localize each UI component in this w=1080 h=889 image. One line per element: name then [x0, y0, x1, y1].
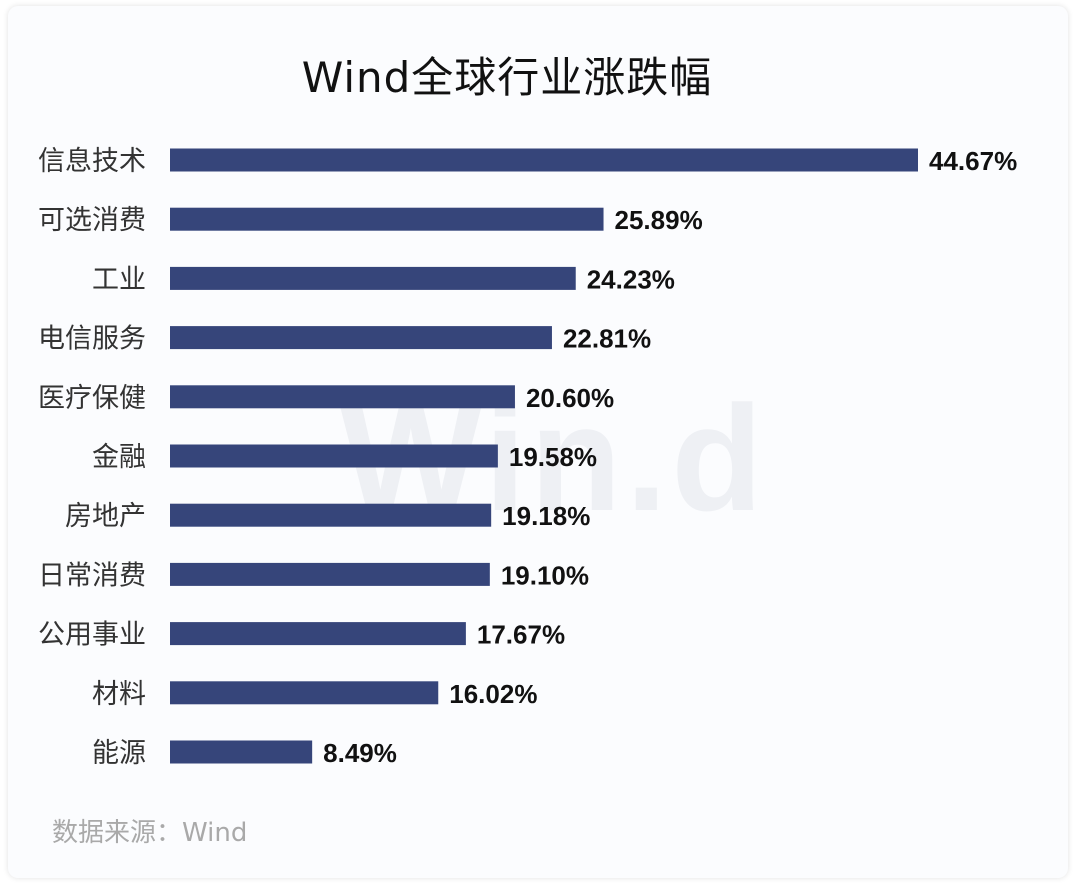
category-label: 金融 — [92, 442, 146, 473]
bar — [170, 266, 576, 290]
bar — [170, 562, 490, 586]
category-label: 信息技术 — [38, 146, 146, 177]
bar — [170, 207, 604, 231]
value-label: 19.58% — [509, 442, 597, 472]
value-label: 16.02% — [449, 679, 537, 709]
value-label: 24.23% — [587, 264, 675, 294]
value-label: 19.10% — [501, 560, 589, 590]
value-label: 20.60% — [526, 383, 614, 413]
category-label: 公用事业 — [38, 620, 146, 651]
bar — [170, 148, 918, 172]
bar — [170, 326, 552, 350]
value-label: 19.18% — [502, 501, 590, 531]
category-label: 能源 — [92, 738, 146, 769]
value-label: 25.89% — [615, 205, 703, 235]
bar — [170, 385, 515, 409]
value-label: 17.67% — [477, 620, 565, 650]
category-label: 电信服务 — [38, 324, 146, 355]
category-label: 工业 — [92, 264, 146, 295]
bar — [170, 681, 439, 705]
bar — [170, 444, 498, 468]
chart-title: Wind全球行业涨跌幅 — [301, 53, 713, 102]
category-label: 日常消费 — [38, 560, 146, 591]
bar — [170, 503, 492, 527]
source-note: 数据来源：Wind — [52, 818, 248, 848]
value-label: 8.49% — [323, 738, 397, 768]
category-label: 可选消费 — [38, 205, 146, 236]
value-label: 44.67% — [929, 146, 1017, 176]
bar — [170, 740, 313, 764]
category-label: 房地产 — [65, 501, 146, 532]
category-label: 材料 — [92, 679, 146, 710]
bar — [170, 622, 466, 646]
value-label: 22.81% — [563, 324, 651, 354]
category-label: 医疗保健 — [38, 383, 146, 414]
